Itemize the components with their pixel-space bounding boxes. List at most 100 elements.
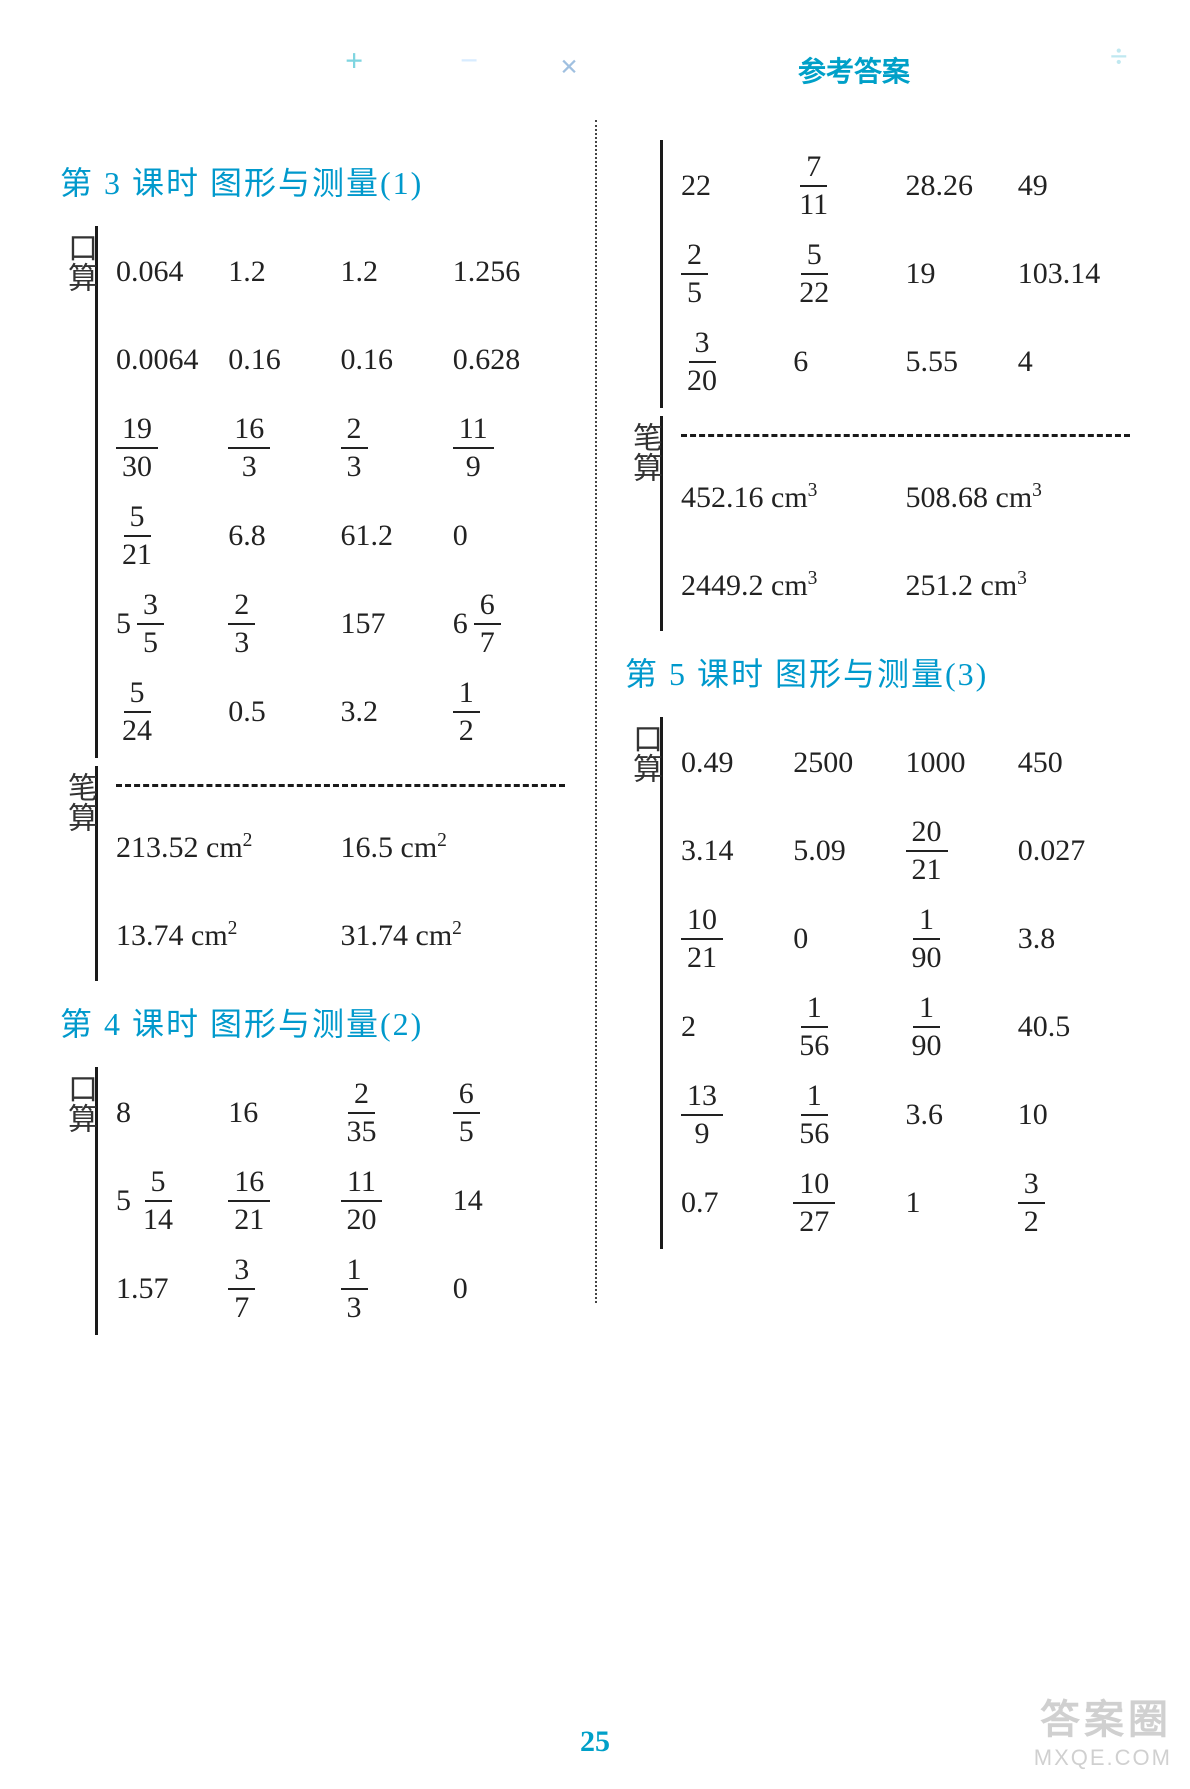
- answer-cell: 5.55: [906, 345, 1018, 379]
- answer-cell: 156: [793, 1081, 905, 1149]
- answer-grid: 0.49250010004503.145.0920210.02710210190…: [681, 717, 1130, 1249]
- answer-row: 13.74 cm231.74 cm2: [116, 893, 565, 977]
- answer-cell: 37: [228, 1255, 340, 1323]
- answer-cell: 28.26: [906, 169, 1018, 203]
- answer-cell: 213.52 cm2: [116, 830, 341, 865]
- answer-cell: 667: [453, 590, 565, 658]
- answer-row: 0.4925001000450: [681, 721, 1130, 805]
- answer-cell: 1027: [793, 1169, 905, 1237]
- answer-cell: 235: [341, 1079, 453, 1147]
- answer-cell: 1120: [341, 1167, 453, 1235]
- answer-row: 215619040.5: [681, 985, 1130, 1069]
- answer-row: 213.52 cm216.5 cm2: [116, 805, 565, 889]
- answer-cell: 5514: [116, 1167, 228, 1235]
- answer-cell: 0: [793, 922, 905, 956]
- answer-cell: 2449.2 cm3: [681, 568, 906, 603]
- answer-row: 0.0641.21.21.256: [116, 230, 565, 314]
- answer-cell: 13: [341, 1255, 453, 1323]
- answer-row: 2271128.2649: [681, 144, 1130, 228]
- answer-cell: 4: [1018, 345, 1130, 379]
- answer-cell: 0.16: [228, 343, 340, 377]
- answer-cell: 5.09: [793, 834, 905, 868]
- answer-block: 2271128.26492552219103.1432065.554: [625, 140, 1130, 408]
- answer-cell: 521: [116, 502, 228, 570]
- block-label: 口算: [625, 717, 663, 1249]
- answer-cell: 14: [453, 1184, 565, 1218]
- answer-cell: 711: [793, 152, 905, 220]
- answer-block: 笔算213.52 cm216.5 cm213.74 cm231.74 cm2: [60, 766, 565, 981]
- section-title: 第 3 课时 图形与测量(1): [60, 158, 565, 204]
- answer-cell: 190: [906, 993, 1018, 1061]
- answer-block: 口算81623565 55141621112014 1.5737130: [60, 1067, 565, 1335]
- answer-cell: 0.628: [453, 343, 565, 377]
- page-number: 25: [0, 1725, 1190, 1759]
- answer-cell: 452.16 cm3: [681, 480, 906, 515]
- answer-cell: 251.2 cm3: [906, 568, 1131, 603]
- answer-row: 3.145.0920210.027: [681, 809, 1130, 893]
- answer-cell: 535: [116, 590, 228, 658]
- answer-cell: 1021: [681, 905, 793, 973]
- answer-cell: 0.064: [116, 255, 228, 289]
- answer-cell: 320: [681, 328, 793, 396]
- answer-cell: 0: [453, 519, 565, 553]
- answer-cell: 6.8: [228, 519, 340, 553]
- answer-cell: 1621: [228, 1167, 340, 1235]
- left-column: 第 3 课时 图形与测量(1)口算0.0641.21.21.2560.00640…: [60, 140, 595, 1343]
- answer-cell: 19: [906, 257, 1018, 291]
- answer-cell: 3.2: [341, 695, 453, 729]
- answer-grid: 2271128.26492552219103.1432065.554: [681, 140, 1130, 408]
- answer-cell: 1930: [116, 414, 228, 482]
- section-divider: [116, 784, 565, 787]
- answer-cell: 3.8: [1018, 922, 1130, 956]
- plus-icon: +: [345, 42, 363, 79]
- answer-grid: 452.16 cm3508.68 cm32449.2 cm3251.2 cm3: [681, 416, 1130, 631]
- answer-cell: 103.14: [1018, 257, 1130, 291]
- answer-row: 1391563.610: [681, 1073, 1130, 1157]
- answer-cell: 13.74 cm2: [116, 918, 341, 953]
- answer-cell: 1.2: [228, 255, 340, 289]
- block-label: 口算: [60, 226, 98, 758]
- block-label: 口算: [60, 1067, 98, 1335]
- answer-cell: 1.57: [116, 1272, 228, 1306]
- minus-icon: −: [460, 42, 478, 79]
- answer-cell: 1.2: [341, 255, 453, 289]
- watermark-line2: MXQE.COM: [1034, 1745, 1172, 1771]
- answer-cell: 3.14: [681, 834, 793, 868]
- answer-cell: 40.5: [1018, 1010, 1130, 1044]
- answer-cell: 16: [228, 1096, 340, 1130]
- answer-row: 452.16 cm3508.68 cm3: [681, 455, 1130, 539]
- answer-cell: 157: [341, 607, 453, 641]
- answer-cell: 10: [1018, 1098, 1130, 1132]
- answer-cell: 190: [906, 905, 1018, 973]
- answer-cell: 0: [453, 1272, 565, 1306]
- answer-row: 102101903.8: [681, 897, 1130, 981]
- answer-cell: 524: [116, 678, 228, 746]
- answer-cell: 6: [793, 345, 905, 379]
- answer-cell: 23: [341, 414, 453, 482]
- answer-cell: 32: [1018, 1169, 1130, 1237]
- answer-cell: 12: [453, 678, 565, 746]
- answer-row: 5216.861.20: [116, 494, 565, 578]
- answer-grid: 0.0641.21.21.2560.00640.160.160.62819301…: [116, 226, 565, 758]
- answer-cell: 1000: [906, 746, 1018, 780]
- answer-block: 口算0.49250010004503.145.0920210.027102101…: [625, 717, 1130, 1249]
- section-title: 第 4 课时 图形与测量(2): [60, 999, 565, 1045]
- answer-cell: 22: [681, 169, 793, 203]
- answer-cell: 25: [681, 240, 793, 308]
- block-label: 笔算: [625, 416, 663, 631]
- answer-row: 81623565: [116, 1071, 565, 1155]
- page-header: + − × ÷ 参考答案: [0, 0, 1190, 120]
- answer-cell: 119: [453, 414, 565, 482]
- answer-row: 2552219103.14: [681, 232, 1130, 316]
- answer-cell: 1: [906, 1186, 1018, 1220]
- answer-grid: 213.52 cm216.5 cm213.74 cm231.74 cm2: [116, 766, 565, 981]
- answer-row: 2449.2 cm3251.2 cm3: [681, 543, 1130, 627]
- answer-cell: 0.027: [1018, 834, 1130, 868]
- answer-cell: 450: [1018, 746, 1130, 780]
- content-columns: 第 3 课时 图形与测量(1)口算0.0641.21.21.2560.00640…: [0, 120, 1190, 1343]
- block-label: [625, 140, 663, 408]
- answer-row: 32065.554: [681, 320, 1130, 404]
- answer-cell: 1.256: [453, 255, 565, 289]
- answer-row: 1.5737130: [116, 1247, 565, 1331]
- section-title: 第 5 课时 图形与测量(3): [625, 649, 1130, 695]
